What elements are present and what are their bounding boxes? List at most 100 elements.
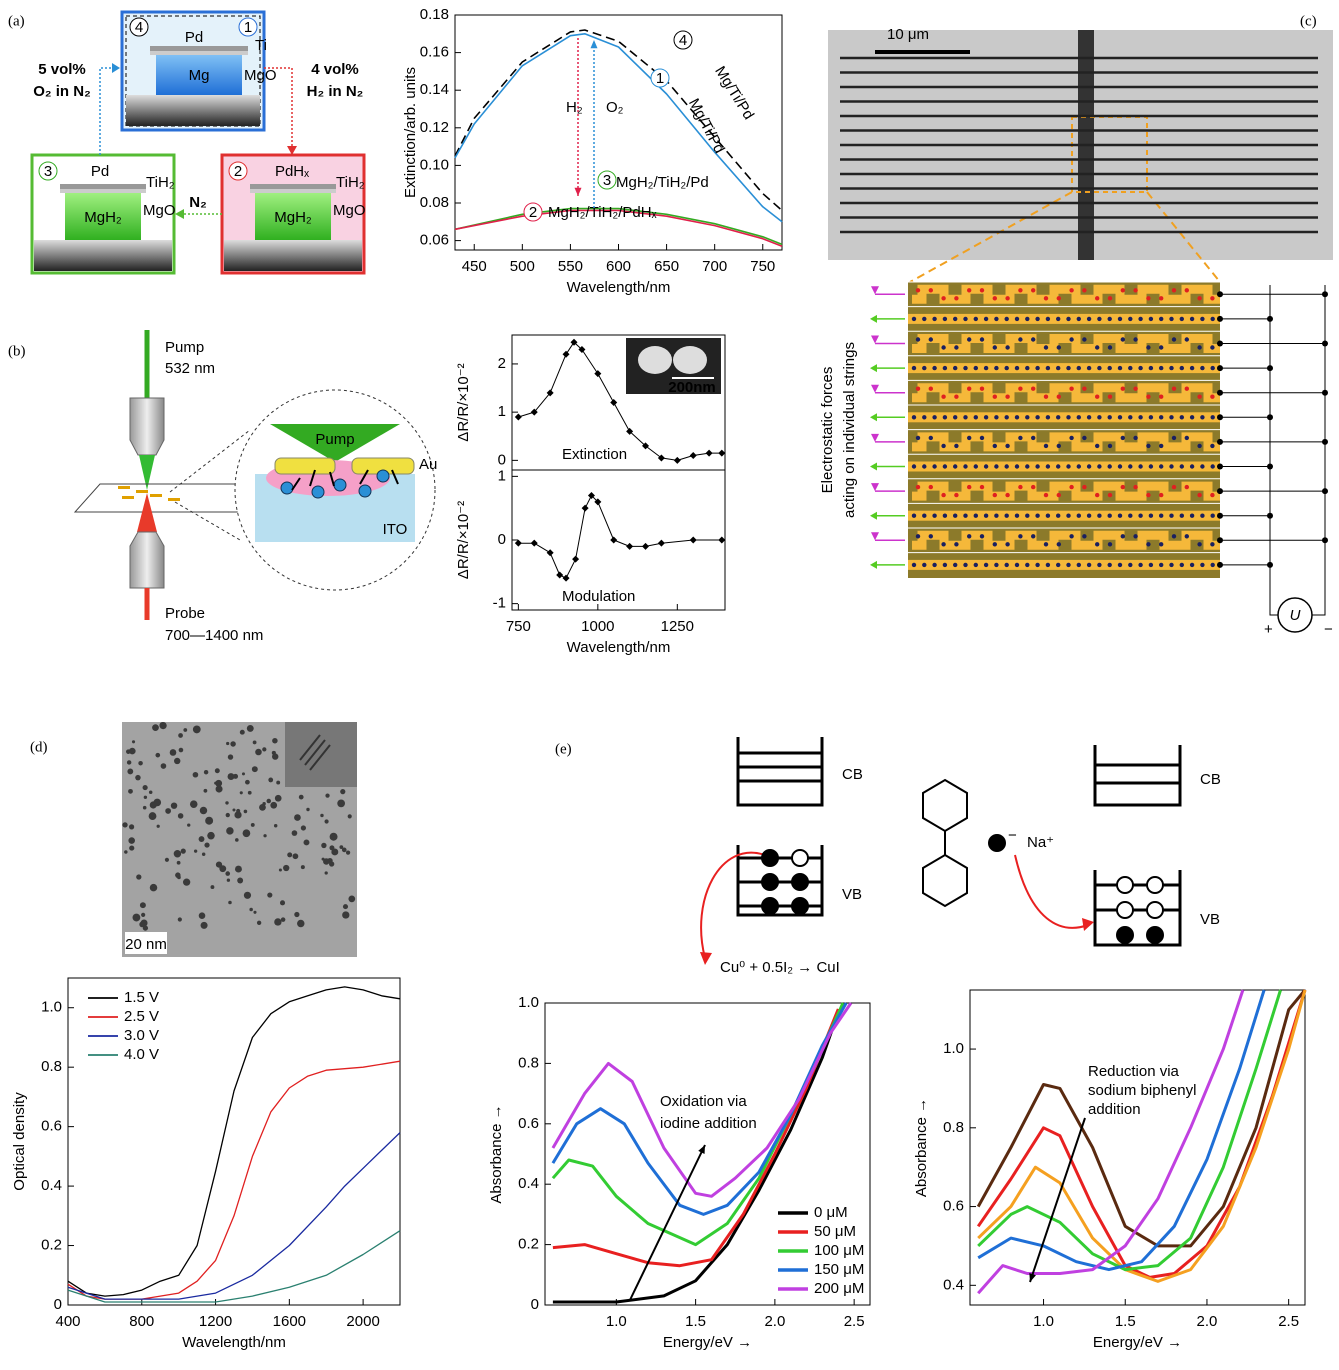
x-tick-label: 450: [462, 258, 487, 275]
label: acting on individual strings: [841, 342, 858, 518]
series-label: MgH₂/TiH₂/PdHₓ: [548, 204, 657, 221]
particle: [124, 850, 128, 854]
x-axis-title: Wavelength/nm: [567, 639, 671, 656]
charge: [1066, 562, 1071, 568]
charge: [1210, 562, 1215, 568]
particle: [673, 346, 707, 374]
node: [1217, 340, 1223, 347]
charge: [1200, 513, 1205, 518]
charge: [1014, 316, 1020, 322]
string: [908, 363, 1220, 374]
charge: [1069, 435, 1074, 441]
charge: [1120, 337, 1126, 342]
charge: [1179, 513, 1185, 518]
charge: [915, 435, 921, 441]
charge: [979, 288, 985, 293]
charge: [967, 435, 972, 441]
charge: [1171, 386, 1177, 391]
particle: [300, 865, 305, 870]
charge: [967, 484, 972, 490]
charge: [1005, 394, 1010, 399]
particle: [245, 779, 250, 785]
charge: [942, 464, 948, 469]
particle: [243, 809, 248, 814]
marker: [718, 536, 726, 544]
charge: [1066, 415, 1071, 420]
charge: [941, 345, 946, 350]
particle: [165, 808, 172, 814]
charge: [953, 415, 958, 420]
charge: [983, 562, 989, 568]
particle: [225, 812, 230, 818]
particle: [263, 834, 267, 838]
tag-circle: [650, 68, 670, 88]
particle: [234, 865, 242, 873]
charge: [1056, 345, 1062, 350]
charge: [1076, 316, 1082, 322]
charge: [1159, 542, 1164, 547]
charge: [994, 513, 999, 518]
legend-label: 2.5 V: [124, 1008, 159, 1025]
charge: [932, 365, 937, 371]
label: Probe: [165, 605, 205, 622]
particle: [182, 878, 191, 886]
y-tick-label: 0.6: [41, 1118, 62, 1135]
charge: [1128, 464, 1133, 469]
charge: [1066, 464, 1071, 469]
label: Electrostatic forces: [819, 367, 836, 494]
particle: [148, 812, 157, 820]
charge: [1133, 484, 1138, 490]
charge: [1128, 562, 1133, 568]
charge: [1169, 365, 1174, 371]
particle: [226, 741, 230, 746]
charge: [992, 345, 997, 350]
charge: [941, 443, 946, 449]
force-head: [870, 314, 877, 323]
particle: [638, 346, 672, 374]
charge: [1045, 562, 1051, 568]
particle: [126, 760, 132, 765]
particle: [122, 822, 128, 828]
particle: [210, 885, 215, 890]
charge: [953, 513, 958, 518]
label: U: [1290, 607, 1301, 624]
charge: [915, 288, 921, 293]
x-tick-label: 750: [506, 618, 531, 635]
charge: [1107, 492, 1113, 498]
particle: [235, 838, 239, 842]
charge: [1197, 542, 1202, 547]
charge: [1107, 415, 1112, 420]
particle: [169, 749, 177, 756]
y-tick-label: 0.4: [943, 1276, 964, 1293]
charge: [983, 365, 989, 371]
charge: [1005, 492, 1010, 498]
charge: [967, 534, 972, 539]
y-axis-title: Extinction/arb. units: [402, 67, 419, 198]
label: MgH₂: [84, 209, 122, 226]
particle: [339, 845, 344, 849]
charge: [1184, 386, 1190, 391]
y-tick-label: 1.0: [518, 994, 539, 1011]
charge: [1169, 415, 1174, 420]
charge: [1082, 288, 1087, 293]
label: (e): [555, 741, 572, 757]
particle: [164, 857, 170, 862]
arrow-head: [1029, 1273, 1036, 1282]
charge: [1045, 513, 1051, 518]
charge: [941, 296, 946, 301]
marker: [626, 542, 634, 550]
charge: [1035, 316, 1040, 322]
particle: [250, 822, 255, 827]
particle: [189, 800, 198, 808]
node: [1267, 414, 1273, 421]
charge: [1082, 337, 1087, 342]
y-axis-title: ΔR/R/×10⁻²: [455, 363, 472, 441]
particle: [280, 917, 286, 922]
label: (b): [8, 343, 26, 359]
x-tick-label: 750: [750, 258, 775, 275]
tag-circle: [597, 170, 617, 190]
charge: [1107, 443, 1113, 449]
charge: [1189, 513, 1195, 518]
charge: [915, 386, 921, 391]
x-tick-label: 550: [558, 258, 583, 275]
